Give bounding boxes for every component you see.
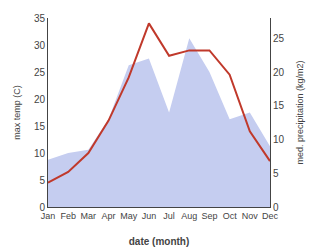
- svg-text:20: 20: [34, 94, 46, 105]
- svg-text:5: 5: [273, 168, 279, 179]
- svg-text:5: 5: [39, 175, 45, 186]
- svg-text:Sep: Sep: [201, 211, 217, 221]
- svg-text:25: 25: [273, 33, 285, 44]
- svg-text:Nov: Nov: [242, 211, 259, 221]
- svg-text:Dec: Dec: [262, 211, 279, 221]
- svg-text:15: 15: [34, 121, 46, 132]
- svg-text:med. precipitation (kg/m2): med. precipitation (kg/m2): [295, 60, 305, 164]
- svg-text:Jul: Jul: [163, 211, 175, 221]
- svg-text:0: 0: [273, 202, 279, 213]
- svg-text:Oct: Oct: [223, 211, 238, 221]
- svg-text:20: 20: [273, 67, 285, 78]
- svg-text:Feb: Feb: [60, 211, 76, 221]
- svg-text:date (month): date (month): [129, 236, 190, 247]
- svg-text:Apr: Apr: [102, 211, 116, 221]
- svg-text:Mar: Mar: [81, 211, 97, 221]
- svg-text:30: 30: [34, 40, 46, 51]
- svg-text:May: May: [120, 211, 138, 221]
- svg-text:0: 0: [39, 202, 45, 213]
- svg-text:10: 10: [34, 148, 46, 159]
- svg-text:Aug: Aug: [181, 211, 197, 221]
- svg-text:Jun: Jun: [142, 211, 157, 221]
- svg-text:10: 10: [273, 134, 285, 145]
- svg-text:35: 35: [34, 13, 46, 24]
- svg-text:max temp (C): max temp (C): [12, 85, 22, 140]
- svg-text:25: 25: [34, 67, 46, 78]
- svg-text:Jan: Jan: [41, 211, 56, 221]
- svg-text:15: 15: [273, 100, 285, 111]
